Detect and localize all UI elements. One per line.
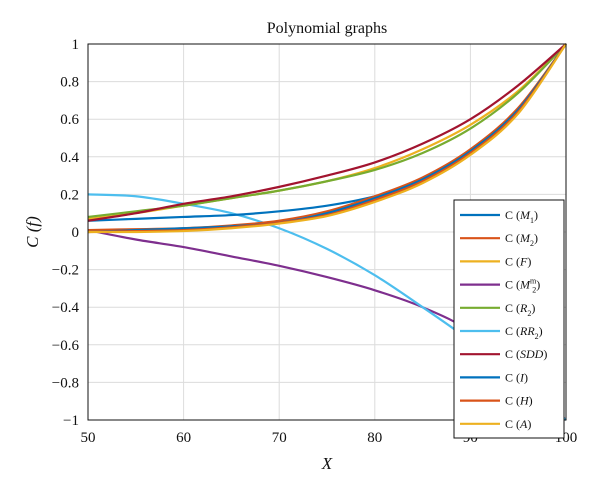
legend-label-0: C (M1) — [505, 208, 538, 225]
x-axis-label: X — [321, 454, 333, 473]
y-tick-label-0: −1 — [63, 413, 79, 429]
legend-label-5: C (RR2) — [505, 324, 543, 341]
y-tick-label-9: 0.8 — [60, 75, 79, 91]
y-tick-label-1: −0.8 — [52, 375, 79, 391]
y-tick-labels: −1 −0.8 −0.6 −0.4 −0.2 0 0.2 0.4 0.6 0.8 1 — [52, 37, 80, 429]
y-tick-label-3: −0.4 — [52, 300, 80, 316]
y-tick-label-8: 0.6 — [60, 112, 79, 128]
legend-label-2: C (F) — [505, 254, 531, 268]
legend-box — [453, 199, 565, 439]
y-tick-label-6: 0.2 — [60, 187, 79, 203]
chart-title: Polynomial graphs — [267, 20, 387, 37]
legend-label-7: C (I) — [505, 370, 528, 384]
series-line-7 — [87, 43, 567, 234]
series-line-9 — [87, 43, 567, 234]
y-tick-label-7: 0.4 — [60, 150, 79, 166]
x-tick-label-0: 50 — [81, 430, 96, 446]
x-tick-label-2: 70 — [272, 430, 287, 446]
legend-label-6: C (SDD) — [505, 347, 547, 361]
series-line-6 — [87, 43, 567, 222]
y-tick-label-5: 0 — [72, 225, 80, 241]
y-tick-label-10: 1 — [72, 37, 80, 53]
y-axis-label: C (f) — [23, 216, 42, 248]
legend-label-4: C (R2) — [505, 301, 535, 318]
plot-frame — [87, 43, 567, 421]
y-tick-label-2: −0.6 — [52, 338, 80, 354]
legend-label-1: C (M2) — [505, 231, 538, 248]
y-tick-label-4: −0.2 — [52, 263, 79, 279]
legend-label-3: C (Mm 2) — [505, 277, 540, 295]
x-tick-label-3: 80 — [367, 430, 382, 446]
legend: C (M1) C (M2) C (F) C (Mm 2) C (R2) C (RR2) C (… — [453, 199, 565, 439]
series-lines — [87, 43, 567, 421]
legend-label-9: C (A) — [505, 417, 531, 431]
legend-label-8: C (H) — [505, 394, 533, 408]
x-tick-label-1: 60 — [176, 430, 191, 446]
